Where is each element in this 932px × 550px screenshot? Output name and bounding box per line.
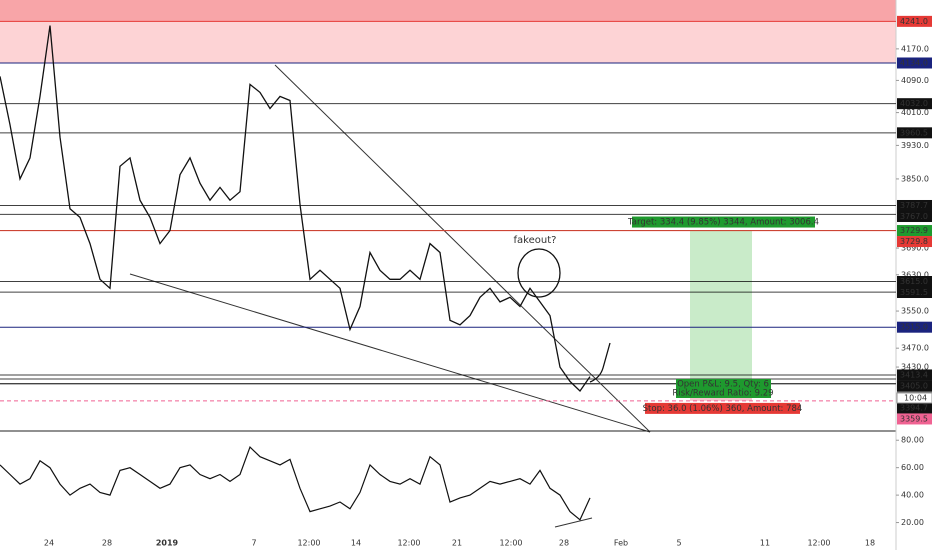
x-tick-label: 5: [676, 539, 681, 548]
x-tick-label: 11: [760, 539, 770, 548]
rsi-divergence: [554, 517, 593, 528]
level-label: 4241.0: [900, 17, 928, 26]
level-label-bg: [897, 225, 932, 237]
x-tick-label: 18: [865, 539, 875, 548]
resistance-zone: [0, 21, 896, 63]
x-tick-label: 28: [559, 539, 569, 548]
y-tick-label: 3550.0: [901, 307, 929, 316]
pnl-bg: [676, 379, 771, 398]
level-label-bg: [897, 369, 932, 381]
level-label-bg: [897, 402, 932, 414]
target-label: Target: 334.4 (9.85%) 3344, Amount: 3006…: [627, 218, 819, 228]
x-tick-label: 2019: [156, 539, 179, 548]
level-label: 3729.8: [900, 237, 928, 246]
level-label: 3405.0: [900, 381, 928, 390]
y-tick-label: 4170.0: [901, 44, 929, 53]
y-tick-label: 3930.0: [901, 141, 929, 150]
x-tick-label: 21: [452, 539, 462, 548]
x-tick-label: 12:00: [499, 539, 522, 548]
level-label-bg: [897, 321, 932, 333]
level-label: 4134.0: [900, 58, 928, 67]
level-label: 3591.5: [900, 288, 928, 297]
x-tick-label: 12:00: [297, 539, 320, 548]
x-tick-label: 24: [44, 539, 54, 548]
x-tick-label: 28: [102, 539, 112, 548]
level-label-bg: [897, 98, 932, 110]
level-label-bg: [897, 210, 932, 222]
level-label-bg: [897, 413, 932, 425]
level-label: 3729.9: [900, 226, 928, 235]
level-label-bg: [897, 127, 932, 139]
level-label: 4032.0: [900, 99, 928, 108]
y-tick-label: 4090.0: [901, 76, 929, 85]
rr-label: Risk/Reward Ratio: 9.29: [672, 389, 773, 399]
level-label: 3960.5: [900, 128, 928, 137]
price-line: [0, 25, 591, 392]
fakeout-circle: [517, 248, 561, 298]
y-tick-label: 3430.0: [901, 363, 929, 372]
trendline-lower: [129, 273, 651, 433]
level-label-bg: [897, 380, 932, 392]
countdown: 10:04: [904, 393, 927, 402]
level-label: 3615.0: [900, 277, 928, 286]
x-tick-label: Feb: [614, 539, 628, 548]
stop-label-bg: [645, 402, 800, 414]
target-label-bg: [632, 216, 815, 228]
countdown-bg: [896, 392, 932, 404]
rsi-tick-label: 80.00: [901, 436, 924, 445]
stop-label: Stop: 36.0 (1.06%) 360, Amount: 784: [643, 404, 803, 414]
level-label-bg: [897, 15, 932, 27]
y-tick-label: 4010.0: [901, 108, 929, 117]
level-label: 3359.5: [900, 414, 928, 423]
level-label: 3767.0: [900, 212, 928, 221]
y-tick-label: 3850.0: [901, 174, 929, 183]
level-label-bg: [897, 276, 932, 288]
annotation: fakeout?: [514, 235, 557, 246]
y-tick-label: 3470.0: [901, 344, 929, 353]
trendline-upper: [274, 64, 651, 433]
rsi-tick-label: 60.00: [901, 463, 924, 472]
x-tick-label: 14: [351, 539, 361, 548]
rsi-line: [0, 446, 591, 521]
level-label: 3787.7: [900, 201, 928, 210]
drawings-under: [0, 0, 896, 401]
x-tick-label: 12:00: [397, 539, 420, 548]
x-tick-label: 12:00: [807, 539, 830, 548]
resistance-zone-top: [0, 0, 896, 22]
rsi-tick-label: 40.00: [901, 491, 924, 500]
level-label-bg: [897, 236, 932, 248]
level-label: 3515.0: [900, 323, 928, 332]
projection-arrow: [589, 342, 611, 383]
level-label-bg: [897, 199, 932, 211]
level-label-bg: [897, 57, 932, 69]
y-tick-label: 3690.0: [901, 244, 929, 253]
level-label: 3394.7: [900, 403, 928, 412]
target-zone: [690, 230, 752, 384]
rsi-tick-label: 20.00: [901, 518, 924, 527]
level-label-bg: [897, 287, 932, 299]
level-label: 3413.4: [900, 370, 928, 379]
x-tick-label: 7: [251, 539, 256, 548]
y-tick-label: 3630.0: [901, 270, 929, 279]
pnl-label: Open P&L: 9.5, Qty: 6: [677, 380, 769, 390]
